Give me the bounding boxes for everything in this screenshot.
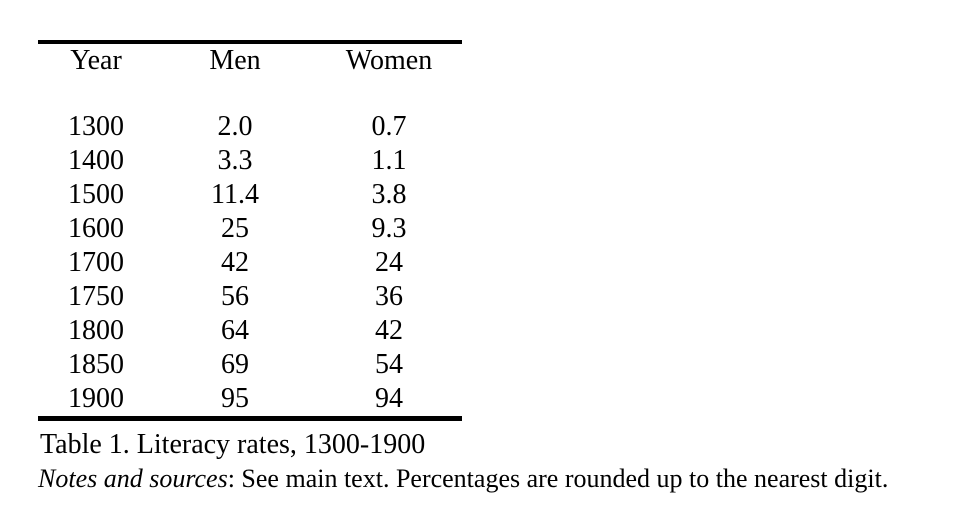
table-cell-men: 2.0: [217, 111, 253, 142]
table-row: 1400 3.3 1.1: [38, 144, 462, 178]
table-row: 1300 2.0 0.7: [38, 110, 462, 144]
table-row: 1500 11.4 3.8: [38, 178, 462, 212]
table-cell-women: 42: [375, 315, 403, 346]
table-cell-year: 1750: [68, 281, 124, 312]
table-cell-men: 69: [221, 349, 249, 380]
table-cell-women: 9.3: [371, 213, 407, 244]
spacer-cell: [38, 78, 462, 110]
table-row: 1600 25 9.3: [38, 212, 462, 246]
column-header-year: Year: [70, 45, 122, 76]
table-notes: Notes and sources: See main text. Percen…: [38, 463, 888, 495]
notes-text: : See main text. Percentages are rounded…: [227, 464, 889, 493]
table-cell-year: 1600: [68, 213, 124, 244]
table-cell-men: 25: [221, 213, 249, 244]
literacy-table: Year Men Women 1300 2.0 0.7 1400 3.3 1.1 1500 1…: [38, 40, 462, 421]
table-cell-women: 1.1: [371, 145, 407, 176]
table-cell-year: 1300: [68, 111, 124, 142]
table-cell-men: 95: [221, 383, 249, 414]
table-row: 1900 95 94: [38, 382, 462, 419]
table-cell-women: 24: [375, 247, 403, 278]
table-cell-men: 56: [221, 281, 249, 312]
table-cell-year: 1800: [68, 315, 124, 346]
table-header-row: Year Men Women: [38, 42, 462, 78]
table-cell-women: 54: [375, 349, 403, 380]
table-row: 1750 56 36: [38, 280, 462, 314]
table-cell-year: 1700: [68, 247, 124, 278]
column-header-men: Men: [209, 45, 261, 76]
notes-label: Notes and sources: [38, 464, 228, 493]
table-body: 1300 2.0 0.7 1400 3.3 1.1 1500 11.4 3.8 1600 25 9.3…: [38, 110, 462, 419]
table-cell-women: 94: [375, 383, 403, 414]
table-row: 1700 42 24: [38, 246, 462, 280]
literacy-table-container: Year Men Women 1300 2.0 0.7 1400 3.3 1.1 1500 1…: [38, 40, 462, 421]
table-cell-men: 64: [221, 315, 249, 346]
table-cell-year: 1500: [68, 179, 124, 210]
table-cell-men: 42: [221, 247, 249, 278]
table-cell-year: 1850: [68, 349, 124, 380]
table-cell-women: 3.8: [371, 179, 407, 210]
table-cell-year: 1900: [68, 383, 124, 414]
column-header-women: Women: [345, 45, 433, 76]
table-caption: Table 1. Literacy rates, 1300-1900: [40, 429, 426, 460]
table-cell-women: 36: [375, 281, 403, 312]
table-row: 1850 69 54: [38, 348, 462, 382]
table-cell-year: 1400: [68, 145, 124, 176]
header-spacer-row: [38, 78, 462, 110]
table-cell-men: 3.3: [217, 145, 253, 176]
table-cell-women: 0.7: [371, 111, 407, 142]
table-cell-men: 11.4: [211, 179, 259, 210]
table-row: 1800 64 42: [38, 314, 462, 348]
